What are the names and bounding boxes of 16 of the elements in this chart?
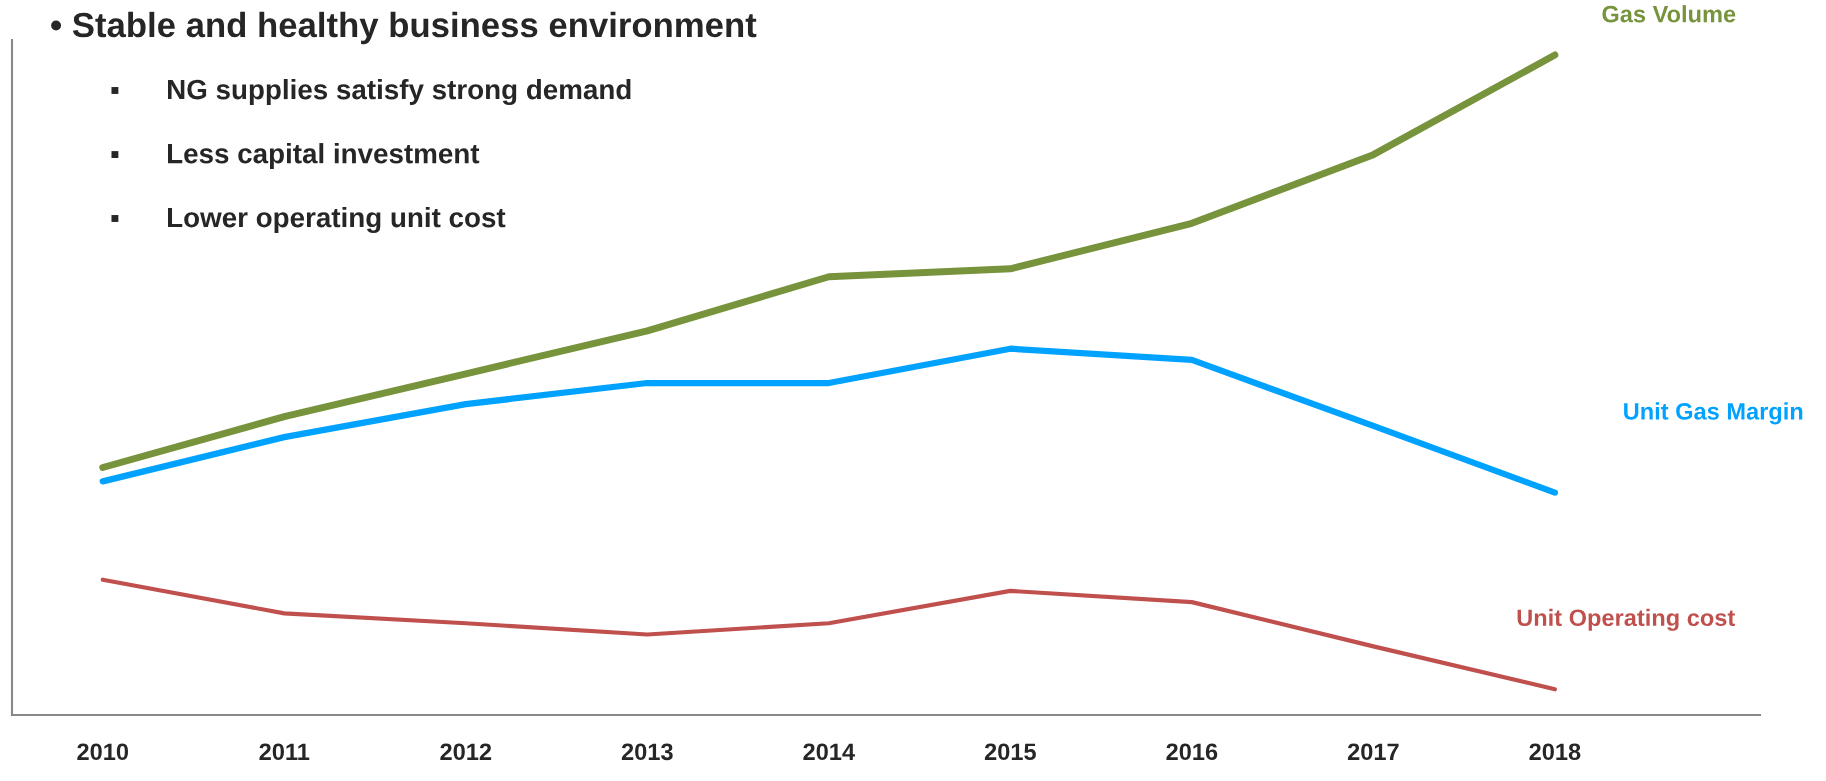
x-tick-label: 2012 (440, 743, 492, 761)
x-tick-label: 2016 (1166, 743, 1218, 761)
text: Gas Volume (1602, 5, 1736, 23)
annotation: ▪ Lower operating unit cost (111, 206, 506, 234)
x-tick-label: 2017 (1347, 743, 1399, 761)
x-tick-label: 2010 (77, 743, 129, 761)
x-tick-label: 2015 (984, 743, 1036, 761)
chart-title: • Stable and healthy business environment (51, 11, 757, 45)
x-tick-label: 2013 (621, 743, 673, 761)
text: Unit Gas Margin (1624, 402, 1803, 425)
annotation: ▪ Less capital investment (111, 143, 480, 169)
annotation: ▪ NG supplies satisfy strong demand (111, 78, 631, 106)
x-tick-label: 2014 (803, 743, 855, 761)
x-tick-label: 2018 (1529, 743, 1581, 761)
text: Unit Operating cost (1517, 608, 1735, 631)
x-tick-label: 2011 (259, 743, 310, 761)
